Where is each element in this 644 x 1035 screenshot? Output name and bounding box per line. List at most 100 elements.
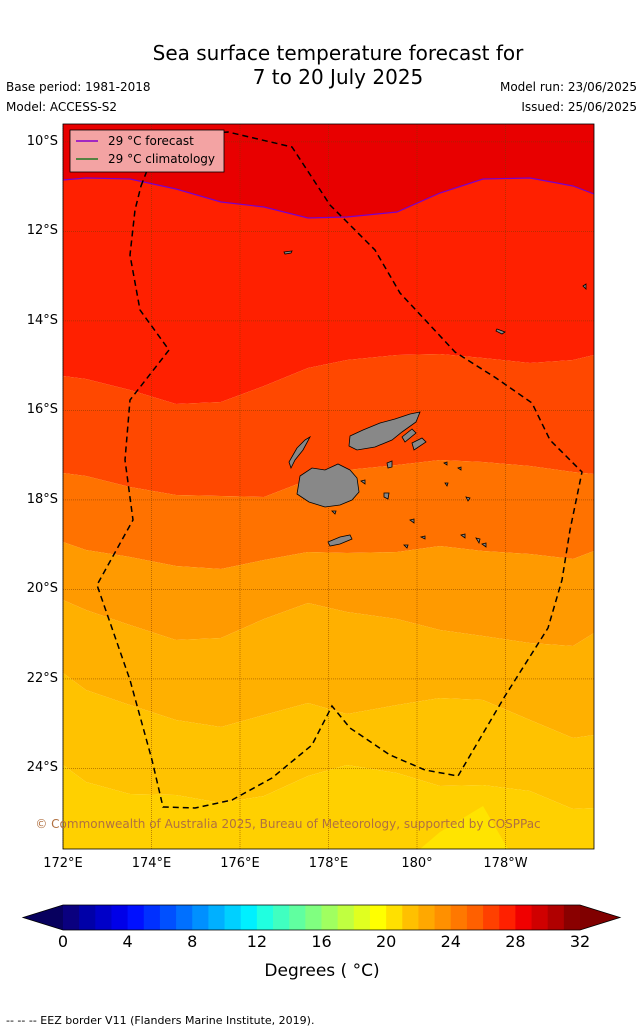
rotuma-island [283, 250, 293, 255]
ovalau-island [386, 460, 393, 469]
islet-northeast-1 [495, 328, 506, 335]
colorbar-bin-10 [224, 905, 242, 930]
copyright-notice: © Commonwealth of Australia 2025, Bureau… [35, 817, 540, 831]
map-legend: 29 °C forecast 29 °C climatology [69, 129, 225, 173]
colorbar-bin-29 [531, 905, 549, 930]
colorbar-tick-6: 24 [440, 932, 461, 951]
lat-label-7: 24°S [26, 760, 58, 776]
islet-northeast-2 [582, 283, 587, 290]
chart-title-line-1: Sea surface temperature forecast for [152, 41, 524, 65]
legend-box [69, 129, 225, 173]
yasawa-islands [288, 435, 312, 470]
colorbar-bin-31 [563, 905, 581, 930]
colorbar-tick-1: 4 [122, 932, 133, 951]
colorbar-bin-9 [208, 905, 225, 930]
lat-label-0: 10°S [26, 133, 58, 149]
moala-island [409, 518, 415, 524]
colorbar-bin-13 [273, 905, 290, 930]
lat-label-5: 20°S [26, 581, 58, 597]
land-masses [283, 250, 587, 549]
lau-islet-7 [444, 482, 449, 487]
koro-island [411, 437, 427, 451]
totoya-island [419, 535, 426, 540]
colorbar-tick-0: 0 [57, 932, 69, 951]
model-run-text: Model run: 23/06/2025 [499, 80, 637, 94]
lon-label-2: 176°E [220, 856, 260, 871]
eez-border [96, 131, 583, 809]
lau-islet-3 [465, 496, 471, 502]
colorbar-bin-7 [176, 905, 193, 930]
taveuni-island [401, 428, 417, 443]
band-28c [63, 354, 594, 497]
chart-title-line-2: 7 to 20 July 2025 [252, 65, 424, 89]
colorbar-bin-25 [466, 905, 484, 930]
lau-islet-6 [481, 542, 487, 548]
colorbar-bin-23 [434, 905, 452, 930]
lau-islet-5 [475, 537, 481, 545]
colorbar-bin-24 [450, 905, 468, 930]
colorbar-label: Degrees ( °C) [264, 961, 380, 981]
colorbar-under-arrow [23, 905, 63, 930]
issued-text: Issued: 25/06/2025 [521, 100, 637, 114]
colorbar-bin-16 [321, 905, 339, 930]
legend-label-climatology: 29 °C climatology [108, 152, 215, 166]
lau-islet-4 [460, 533, 466, 539]
colorbar-bin-1 [79, 905, 96, 930]
base-period-text: Base period: 1981-2018 [6, 80, 151, 94]
colorbar-bin-11 [240, 905, 258, 930]
colorbar-bin-21 [402, 905, 419, 930]
colorbar-bin-14 [289, 905, 306, 930]
kadavu-island [327, 534, 353, 547]
colorbar-over-arrow [580, 905, 620, 930]
lat-label-1: 12°S [26, 223, 58, 239]
colorbar-bin-8 [192, 905, 209, 930]
colorbar-bin-27 [499, 905, 516, 930]
colorbar-bin-22 [418, 905, 435, 930]
lon-label-3: 178°E [308, 856, 349, 871]
colorbar-bin-18 [353, 905, 371, 930]
colorbar-bin-0 [63, 905, 80, 930]
colorbar-tick-3: 12 [246, 932, 268, 951]
gau-island [383, 492, 390, 500]
contour-29c-forecast [62, 177, 595, 219]
band-22c [420, 806, 508, 849]
legend-label-forecast: 29 °C forecast [108, 134, 194, 148]
lat-label-4: 18°S [26, 491, 58, 507]
eez-footnote: -- -- -- EEZ border V11 (Flanders Marine… [6, 1014, 315, 1027]
lau-islet-2 [457, 466, 462, 471]
colorbar-tick-4: 16 [311, 932, 332, 951]
viti-levu-island [296, 463, 360, 508]
lon-label-1: 174°E [131, 856, 172, 871]
colorbar [21, 904, 622, 931]
colorbar-outline [21, 904, 622, 931]
colorbar-bin-17 [337, 905, 355, 930]
lon-label-4: 180° [401, 856, 433, 871]
colorbar-bin-26 [483, 905, 500, 930]
colorbar-tick-8: 32 [569, 932, 591, 951]
colorbar-bin-30 [547, 905, 565, 930]
colorbar-tick-2: 8 [187, 932, 198, 951]
lat-label-3: 16°S [26, 402, 58, 418]
colorbar-tick-5: 20 [375, 932, 397, 951]
colorbar-bin-20 [386, 905, 403, 930]
model-text: Model: ACCESS-S2 [6, 100, 118, 114]
colorbar-bin-4 [127, 905, 145, 930]
colorbar-bin-19 [369, 905, 387, 930]
lat-label-2: 14°S [26, 312, 58, 328]
colorbar-bin-5 [143, 905, 161, 930]
lau-islet-1 [443, 461, 448, 466]
colorbar-bin-2 [95, 905, 112, 930]
colorbar-bin-28 [515, 905, 532, 930]
colorbar-bin-6 [159, 905, 177, 930]
colorbar-tick-7: 28 [505, 932, 526, 951]
colorbar-bin-12 [256, 905, 274, 930]
matuku-island [403, 544, 409, 549]
colorbar-bin-15 [305, 905, 322, 930]
colorbar-bin-3 [111, 905, 129, 930]
lon-label-5: 178°W [483, 856, 528, 871]
lon-label-0: 172°E [43, 856, 83, 871]
beqa-island [331, 510, 337, 515]
lau-islet-8 [360, 479, 366, 485]
lat-label-6: 22°S [26, 670, 58, 686]
